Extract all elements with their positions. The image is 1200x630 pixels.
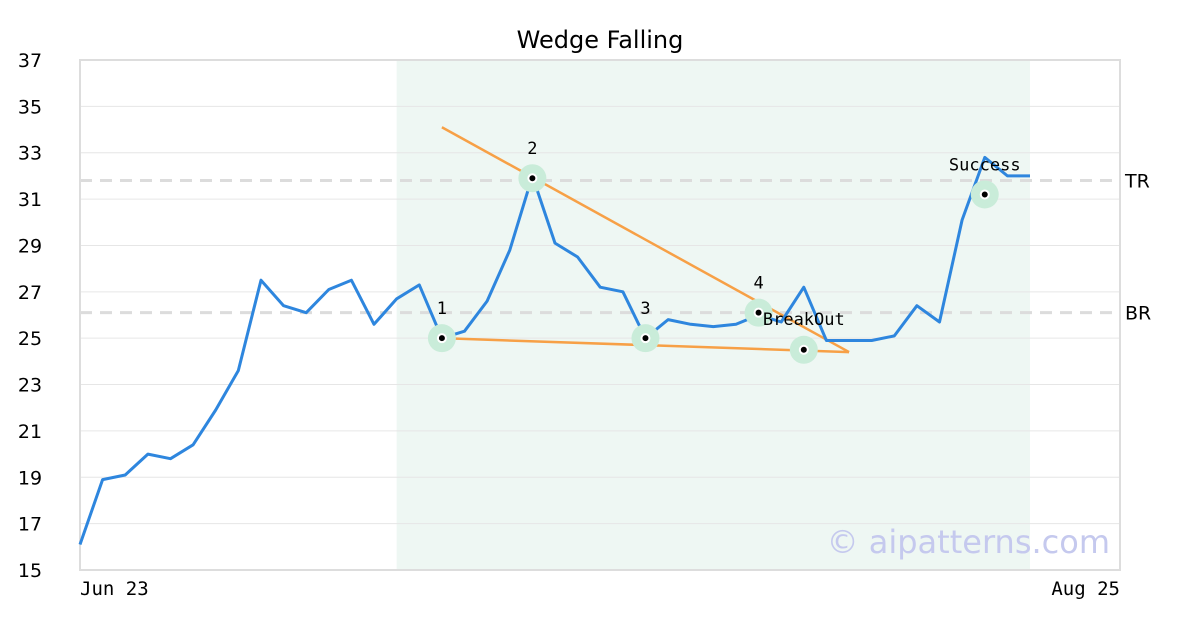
- marker-dot: [436, 333, 447, 344]
- y-tick-label: 33: [18, 143, 42, 165]
- grid-lines: [80, 105, 1120, 525]
- y-tick-label: 37: [18, 50, 42, 72]
- marker-dot: [527, 173, 538, 184]
- plot-frame: [79, 59, 1121, 571]
- price-series-line: [78, 155, 1030, 545]
- y-tick-label: 27: [18, 282, 42, 304]
- x-axis-ticks: Jun 23 Aug 25: [80, 578, 1120, 600]
- x-tick-label: Jun 23: [80, 578, 149, 600]
- marker-label: BreakOut: [763, 310, 845, 330]
- level-label: BR: [1125, 303, 1151, 325]
- pattern-region: [396, 60, 1031, 570]
- level-lines: TR BR: [80, 171, 1151, 325]
- marker-dot: [979, 189, 990, 200]
- marker-label: Success: [949, 155, 1021, 175]
- y-tick-label: 19: [18, 467, 42, 489]
- y-axis-ticks: 15 17 19 21 23 25 27 29 31 33 35 37: [18, 50, 42, 582]
- watermark-text: © aipatterns.com: [827, 523, 1110, 561]
- marker-dot: [798, 344, 809, 355]
- y-tick-label: 31: [18, 189, 42, 211]
- y-tick-label: 21: [18, 421, 42, 443]
- marker-label: 4: [753, 274, 763, 294]
- trendline: [441, 126, 850, 354]
- level-label: TR: [1124, 171, 1150, 193]
- marker-dot: [753, 307, 764, 318]
- marker-dot: [640, 333, 651, 344]
- y-tick-label: 17: [18, 514, 42, 536]
- marker-label: 2: [527, 139, 537, 159]
- marker-label: 1: [437, 299, 447, 319]
- y-tick-label: 29: [18, 235, 42, 257]
- y-tick-label: 35: [18, 96, 42, 118]
- x-tick-label: Aug 25: [1051, 578, 1120, 600]
- y-tick-label: 25: [18, 328, 42, 350]
- y-tick-label: 23: [18, 375, 42, 397]
- y-tick-label: 15: [18, 560, 42, 582]
- marker-label: 3: [640, 299, 650, 319]
- chart-title: Wedge Falling: [517, 26, 684, 54]
